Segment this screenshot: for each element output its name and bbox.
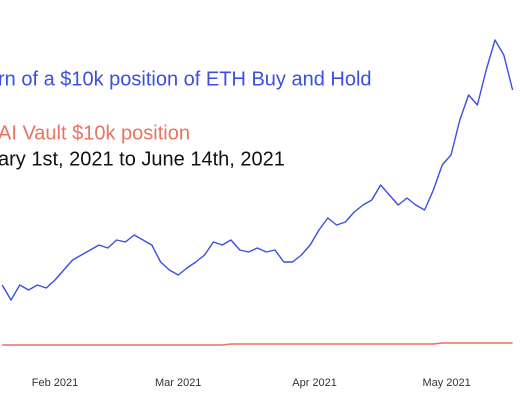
- legend-vault: AI Vault $10k position: [0, 122, 190, 144]
- series-line: [2, 342, 513, 346]
- legend-eth: rn of a $10k position of ETH Buy and Hol…: [0, 68, 372, 90]
- x-tick-label: Mar 2021: [155, 377, 201, 389]
- x-tick-label: May 2021: [422, 377, 470, 389]
- x-tick-label: Feb 2021: [32, 377, 78, 389]
- series-line: [1, 39, 514, 301]
- subtitle: ary 1st, 2021 to June 14th, 2021: [0, 148, 285, 170]
- x-tick-label: Apr 2021: [292, 377, 337, 389]
